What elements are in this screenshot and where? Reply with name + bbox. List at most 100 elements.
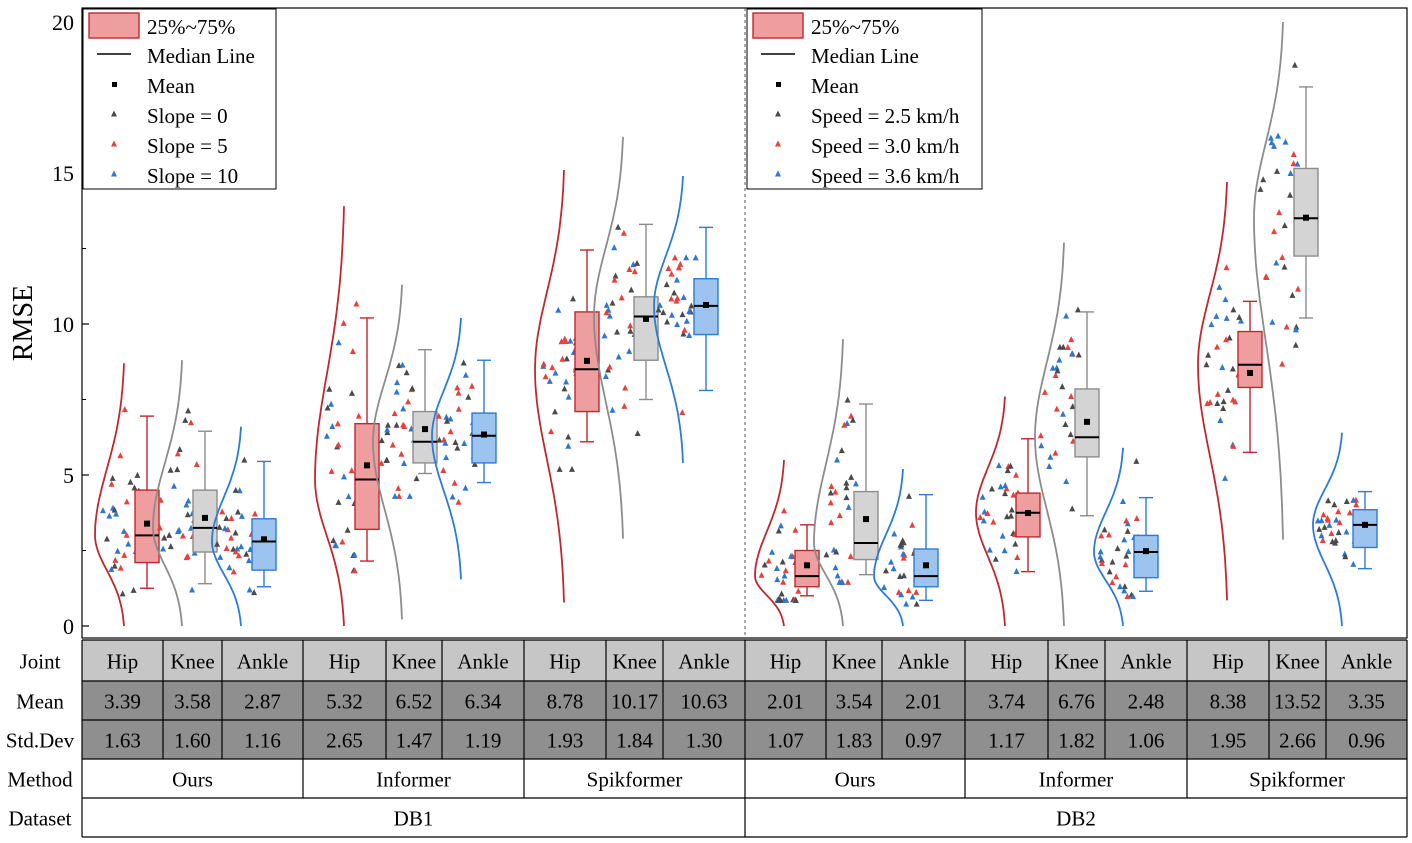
box-group-db2-informer-knee <box>1034 242 1100 627</box>
scatter-point <box>673 276 680 283</box>
scatter-point <box>328 400 335 407</box>
scatter-point <box>997 483 1004 490</box>
iqr-box <box>251 518 277 571</box>
density-curve <box>653 175 684 463</box>
scatter-point <box>1283 323 1290 330</box>
scatter-point <box>611 276 618 283</box>
scatter-point <box>1067 431 1074 438</box>
mean-marker <box>364 462 370 469</box>
density-curve <box>431 317 462 580</box>
scatter-point <box>1220 398 1227 405</box>
table-cell-joint: Hip <box>329 650 361 674</box>
scatter-point <box>1059 383 1066 390</box>
scatter-point <box>903 600 910 607</box>
scatter-point <box>454 444 461 451</box>
box-group-db2-spikformer-hip <box>1197 182 1263 601</box>
scatter-point <box>349 347 356 354</box>
table-cell-mean: 6.34 <box>465 690 502 714</box>
scatter-point <box>898 591 905 598</box>
scatter-point <box>1267 134 1274 141</box>
scatter-point <box>677 260 684 267</box>
scatter-point <box>686 332 693 339</box>
scatter-point <box>447 428 454 435</box>
scatter-point <box>1318 517 1325 524</box>
density-curve <box>1197 182 1228 601</box>
scatter-point <box>986 546 993 553</box>
scatter-point <box>832 564 839 571</box>
table-cell-joint: Knee <box>1054 650 1098 674</box>
scatter-point <box>335 339 342 346</box>
scatter-point <box>1353 501 1360 508</box>
scatter-point <box>606 312 613 319</box>
scatter-point <box>679 311 686 318</box>
scatter-point <box>979 493 986 500</box>
legend-condition-label: Slope = 0 <box>147 104 228 128</box>
scatter-point <box>127 478 134 485</box>
scatter-point <box>1325 497 1332 504</box>
table-cell-mean: 3.35 <box>1348 690 1385 714</box>
scatter-point <box>1282 138 1289 145</box>
scatter-point <box>1318 532 1325 539</box>
scatter-point <box>1052 449 1059 456</box>
scatter-point <box>609 299 616 306</box>
scatter-point <box>990 518 997 525</box>
iqr-box <box>1237 330 1263 389</box>
density-curve <box>211 426 242 627</box>
table-cell-std: 1.30 <box>686 729 723 753</box>
scatter-point <box>556 465 563 472</box>
scatter-point <box>1114 545 1121 552</box>
table-cell-joint: Hip <box>770 650 802 674</box>
scatter-point <box>1123 517 1130 524</box>
scatter-point <box>570 295 577 302</box>
box-group-db2-ours-hip <box>754 459 820 627</box>
table-cell-dataset: DB2 <box>1056 807 1096 831</box>
scatter-point <box>603 301 610 308</box>
scatter-point <box>664 318 671 325</box>
scatter-point <box>1002 482 1009 489</box>
scatter-point <box>1047 453 1054 460</box>
scatter-point <box>1049 364 1056 371</box>
scatter-point <box>1332 537 1339 544</box>
legend-condition-swatch <box>775 110 781 117</box>
stats-table <box>81 639 1408 838</box>
scatter-point <box>1263 273 1270 280</box>
scatter-point <box>778 590 785 597</box>
mean-marker <box>144 520 150 527</box>
scatter-point <box>792 526 799 533</box>
scatter-point <box>1224 386 1231 393</box>
legend-condition-swatch <box>775 170 781 177</box>
box-group-db2-informer-ankle <box>1093 447 1159 627</box>
scatter-point <box>900 550 907 557</box>
scatter-point <box>1074 306 1081 313</box>
legend-box-label: 25%~75% <box>147 15 235 39</box>
mean-marker <box>643 315 649 322</box>
scatter-point <box>1101 526 1108 533</box>
scatter-point <box>176 446 183 453</box>
legend-box-label: 25%~75% <box>811 15 899 39</box>
scatter-point <box>1325 516 1332 523</box>
scatter-point <box>174 466 181 473</box>
scatter-point <box>1121 536 1128 543</box>
scatter-point <box>389 441 396 448</box>
scatter-point <box>348 467 355 474</box>
scatter-point <box>451 479 458 486</box>
scatter-point <box>134 471 141 478</box>
scatter-point <box>1208 321 1215 328</box>
scatter-point <box>1037 432 1044 439</box>
mean-marker <box>1362 521 1368 528</box>
scatter-point <box>1013 471 1020 478</box>
scatter-point <box>243 550 250 557</box>
scatter-point <box>1098 559 1105 566</box>
scatter-point <box>251 589 258 596</box>
table-row-label: Method <box>7 768 73 792</box>
scatter-point <box>1226 334 1233 341</box>
scatter-point <box>183 501 190 508</box>
scatter-point <box>603 309 610 316</box>
scatter-point <box>449 493 456 500</box>
table-cell-joint: Ankle <box>237 650 288 674</box>
table-row-label: Mean <box>16 690 64 714</box>
scatter-point <box>558 338 565 345</box>
legend-condition-label: Speed = 2.5 km/h <box>811 104 960 128</box>
scatter-point <box>761 561 768 568</box>
